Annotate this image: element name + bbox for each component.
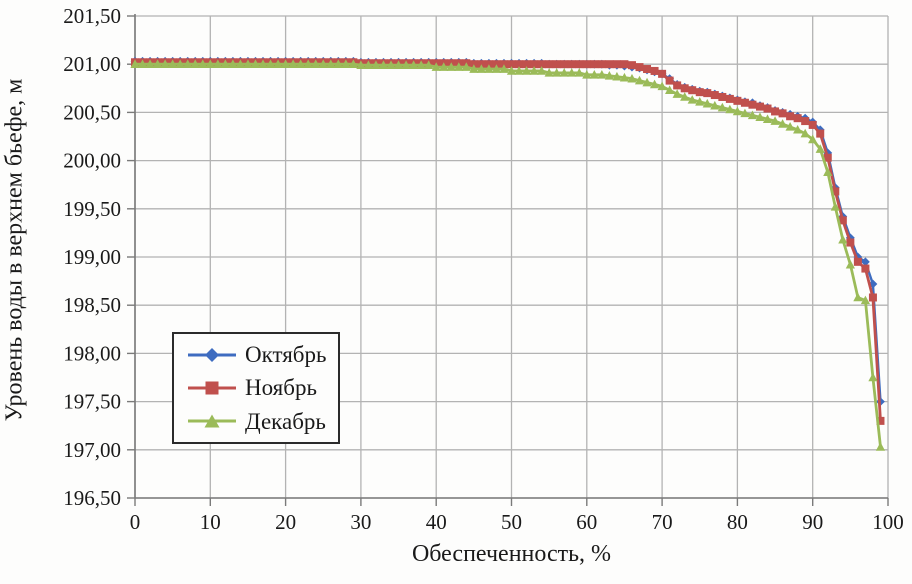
svg-text:10: 10 <box>200 510 221 534</box>
legend: Октябрь Ноябрь Декабрь <box>172 332 340 444</box>
svg-text:197,00: 197,00 <box>63 438 121 462</box>
svg-text:60: 60 <box>576 510 597 534</box>
svg-text:197,50: 197,50 <box>63 390 121 414</box>
series-triangle <box>130 59 886 451</box>
legend-item-december: Декабрь <box>186 410 330 433</box>
svg-text:200,50: 200,50 <box>63 100 121 124</box>
svg-text:90: 90 <box>802 510 823 534</box>
svg-text:20: 20 <box>275 510 296 534</box>
svg-text:196,50: 196,50 <box>63 486 121 510</box>
legend-label-december: Декабрь <box>245 408 326 434</box>
svg-text:198,50: 198,50 <box>63 293 121 317</box>
svg-text:70: 70 <box>652 510 673 534</box>
y-axis-title: Уровень воды в верхнем бьефе, м <box>1 78 28 422</box>
x-tick-labels: 0 10 20 30 40 50 60 70 80 90 100 <box>130 510 904 534</box>
svg-text:201,00: 201,00 <box>63 52 121 76</box>
legend-label-october: Октябрь <box>245 342 327 368</box>
square-marker-icon <box>188 381 236 395</box>
svg-text:199,00: 199,00 <box>63 245 121 269</box>
axes <box>127 14 889 506</box>
y-tick-labels: 201,50 201,00 200,50 200,00 199,50 199,00 198,… <box>63 4 121 510</box>
svg-text:198,00: 198,00 <box>63 341 121 365</box>
svg-text:30: 30 <box>350 510 371 534</box>
legend-item-november: Ноябрь <box>186 376 330 399</box>
x-axis-title: Обеспеченность, % <box>411 541 612 567</box>
legend-label-november: Ноябрь <box>245 375 317 401</box>
svg-text:201,50: 201,50 <box>63 4 121 28</box>
svg-text:50: 50 <box>501 510 522 534</box>
svg-text:0: 0 <box>130 510 141 534</box>
legend-item-october: Октябрь <box>186 343 330 366</box>
svg-text:40: 40 <box>426 510 447 534</box>
diamond-marker-icon <box>188 347 236 362</box>
svg-text:200,00: 200,00 <box>63 149 121 173</box>
svg-text:199,50: 199,50 <box>63 197 121 221</box>
svg-text:100: 100 <box>872 510 904 534</box>
triangle-marker-icon <box>188 414 236 428</box>
svg-text:80: 80 <box>727 510 748 534</box>
